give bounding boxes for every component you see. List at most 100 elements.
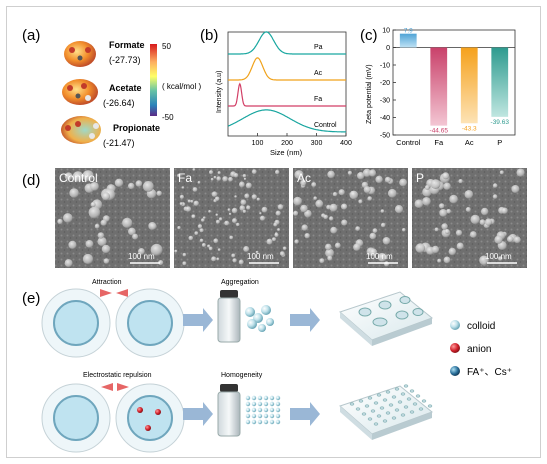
legend-cation-icon: [450, 366, 460, 376]
plot-c-category-label: Control: [396, 138, 421, 147]
plot-b-xtick-label: 400: [340, 140, 352, 147]
molecule-name: Acetate: [109, 83, 142, 93]
panel-e: (e) Attraction Aggregation: [22, 279, 512, 453]
colorbar-min: -50: [162, 113, 174, 122]
plot-c-value-label: -39.63: [491, 119, 510, 126]
plot-c-value-label: -44.65: [430, 128, 449, 135]
sem-images: Control 100 nm Fa 100 nm Ac 100 nm P 100 nm: [55, 168, 527, 268]
plot-b-xlabel: Size (nm): [270, 148, 303, 157]
molecule-value: (-26.64): [103, 98, 135, 108]
sem-image-label: Control: [59, 171, 98, 185]
panel-b-label: (b): [200, 27, 218, 44]
sem-image: Fa 100 nm: [174, 168, 289, 268]
colorbar-max: 50: [162, 42, 171, 51]
plot-c-category-label: Ac: [465, 138, 474, 147]
panel-d: (d) Control 100 nm Fa 100 nm Ac 100 nm P 100 nm: [22, 168, 527, 268]
film-homogeneous: [339, 384, 433, 440]
caption-aggregation: Aggregation: [221, 279, 259, 286]
plot-b-xticks: 100 200 300 400: [252, 133, 352, 147]
sem-image: P 100 nm: [412, 168, 527, 268]
sem-image-label: P: [416, 171, 424, 185]
panel-a-label: (a): [22, 27, 40, 44]
attraction-arrows: [100, 289, 128, 297]
panel-c-label: (c): [360, 27, 378, 44]
caption-electrostatic: Electrostatic repulsion: [83, 372, 152, 379]
arrow-right: [290, 308, 320, 332]
plot-c-bar: [491, 47, 509, 117]
legend-anion-icon: [450, 343, 460, 353]
molecule-value: (-27.73): [109, 55, 141, 65]
plot-b-frame: [227, 31, 347, 137]
plot-b-curves: [227, 31, 346, 133]
vial-homogeneous: [217, 384, 281, 437]
sem-scale-label: 100 nm: [128, 252, 155, 261]
droplet-pair-top: [41, 288, 185, 358]
plot-c-categories: Control Fa Ac P: [396, 138, 502, 147]
plot-c-value-label: 7.9: [404, 28, 413, 35]
sem-image: Control 100 nm: [55, 168, 170, 268]
sem-scale-label: 100 nm: [485, 252, 512, 261]
panel-c: (c) Zeta potential (mV) 10 0 -10 -20 -30 -40 -…: [360, 27, 516, 147]
plot-c-ytick-label: -50: [380, 133, 390, 140]
plot-b-series-line: [227, 109, 346, 133]
plot-b-xtick-label: 200: [281, 140, 293, 147]
legend-cation-label: FA⁺、Cs⁺: [467, 367, 512, 378]
plot-c-bar: [399, 33, 417, 48]
arrow-right: [290, 402, 320, 426]
plot-b-ylabel: Intensity (a.u): [216, 71, 223, 113]
legend-colloid-label: colloid: [467, 321, 495, 332]
plot-b-curve-label: Control: [314, 122, 337, 129]
panel-d-label: (d): [22, 172, 40, 189]
caption-attraction: Attraction: [92, 279, 122, 286]
plot-c-ytick-label: -10: [380, 63, 390, 70]
colorbar-unit: ( kcal/mol ): [162, 82, 201, 91]
plot-c-ytick-label: -40: [380, 115, 390, 122]
panel-a: (a) Formate (-27.73) Acetate (-26.64) Pr…: [22, 27, 201, 148]
molecule-name: Formate: [109, 40, 145, 50]
plot-c-ytick-label: 0: [386, 45, 390, 52]
plot-c-value-label: -43.3: [462, 125, 477, 132]
plot-c-bar: [430, 47, 448, 126]
plot-c-bar: [460, 47, 478, 124]
repulsion-arrows: [101, 383, 129, 391]
sem-image-label: Fa: [178, 171, 192, 185]
plot-b-series-line: [228, 57, 346, 81]
molecule-name: Propionate: [113, 123, 160, 133]
plot-b-xtick-label: 100: [252, 140, 264, 147]
colorbar: [150, 44, 157, 116]
molecule-acetate-map: [62, 79, 98, 105]
plot-c-ylabel: Zeta potential (mV): [366, 64, 373, 124]
plot-b-curve-labels: Pa Ac Fa Control: [314, 44, 337, 129]
arrow-right: [183, 308, 213, 332]
plot-c-bars: 7.9 -44.65 -43.3 -39.63: [399, 28, 510, 135]
plot-c-ytick-label: -20: [380, 80, 390, 87]
plot-b-curve-label: Fa: [314, 96, 322, 103]
caption-homogeneity: Homogeneity: [221, 372, 263, 379]
plot-b-curve-label: Ac: [314, 70, 323, 77]
molecule-formate-map: [64, 41, 96, 67]
vial-aggregated: [217, 290, 274, 343]
legend: colloid anion FA⁺、Cs⁺: [450, 320, 512, 378]
droplet-pair-bottom: [41, 383, 185, 453]
plot-b-curve-label: Pa: [314, 44, 323, 51]
legend-colloid-icon: [450, 320, 460, 330]
plot-c-category-label: P: [497, 138, 502, 147]
panel-b: (b) Intensity (a.u) Size (nm) 100 200 300 4…: [200, 27, 352, 157]
arrow-right: [183, 402, 213, 426]
plot-c-ytick-label: -30: [380, 98, 390, 105]
plot-b-series-line: [228, 82, 346, 107]
molecule-value: (-21.47): [103, 138, 135, 148]
panel-e-label: (e): [22, 290, 40, 307]
plot-c-ytick-label: 10: [382, 28, 390, 35]
sem-scale-label: 100 nm: [366, 252, 393, 261]
film-aggregated: [339, 291, 433, 346]
molecule-propionate-map: [61, 116, 101, 144]
sem-image-label: Ac: [297, 171, 311, 185]
sem-image: Ac 100 nm: [293, 168, 408, 268]
plot-c-category-label: Fa: [434, 138, 444, 147]
legend-anion-label: anion: [467, 344, 491, 355]
plot-b-series-line: [228, 31, 346, 55]
plot-b-xtick-label: 300: [311, 140, 323, 147]
sem-scale-label: 100 nm: [247, 252, 274, 261]
